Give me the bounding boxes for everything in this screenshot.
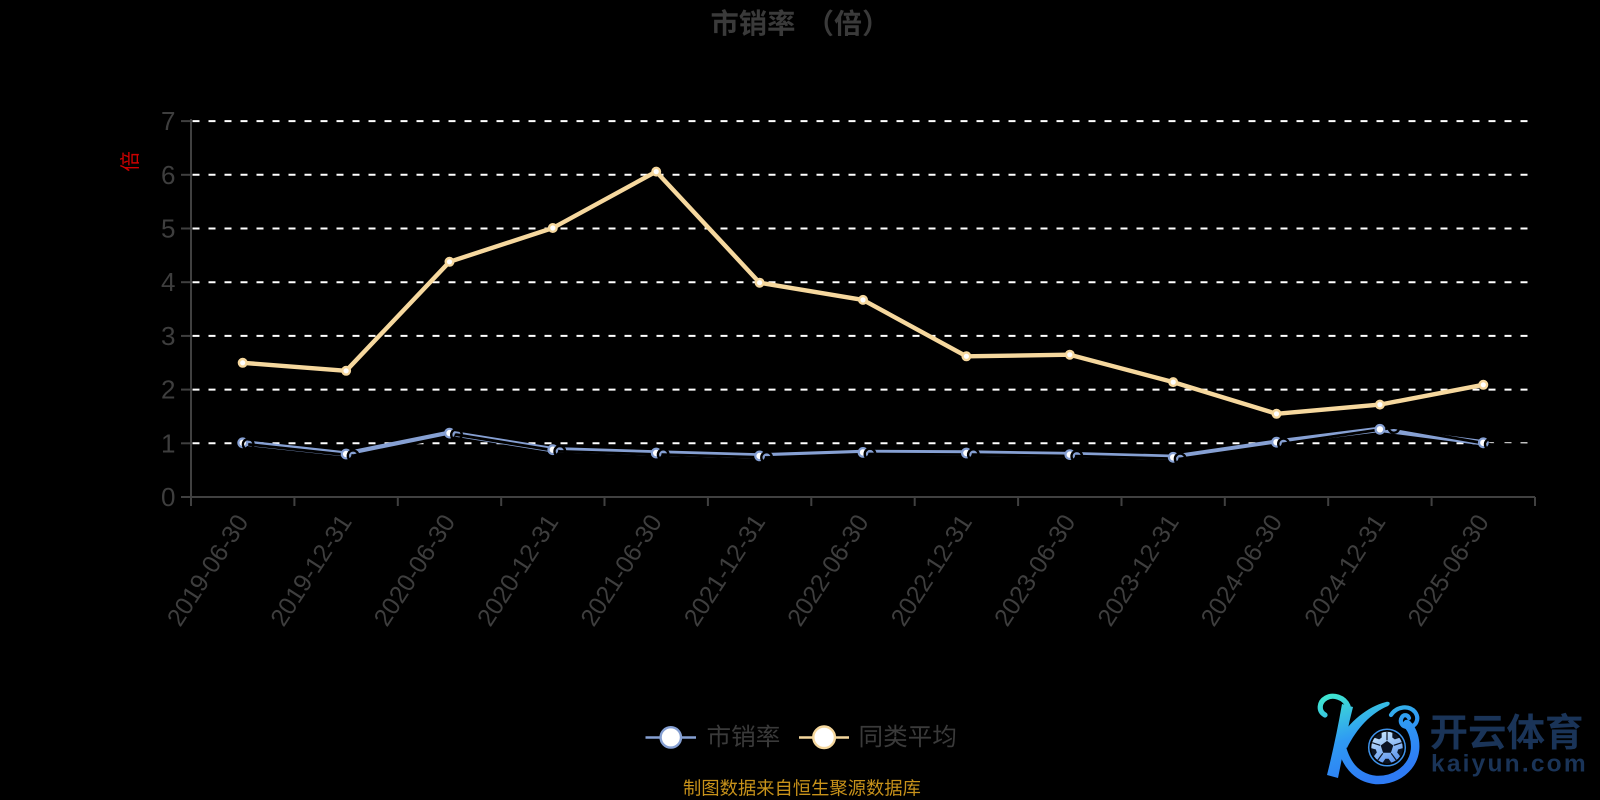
svg-text:7: 7	[161, 106, 175, 136]
svg-text:3: 3	[161, 321, 175, 351]
svg-text:2: 2	[161, 375, 175, 405]
svg-text:5: 5	[161, 214, 175, 244]
svg-text:6: 6	[161, 160, 175, 190]
svg-text:4: 4	[161, 267, 175, 297]
svg-text:1: 1	[161, 428, 175, 458]
svg-text:0: 0	[161, 482, 175, 512]
svg-text:kaiyun.com: kaiyun.com	[1431, 751, 1588, 778]
